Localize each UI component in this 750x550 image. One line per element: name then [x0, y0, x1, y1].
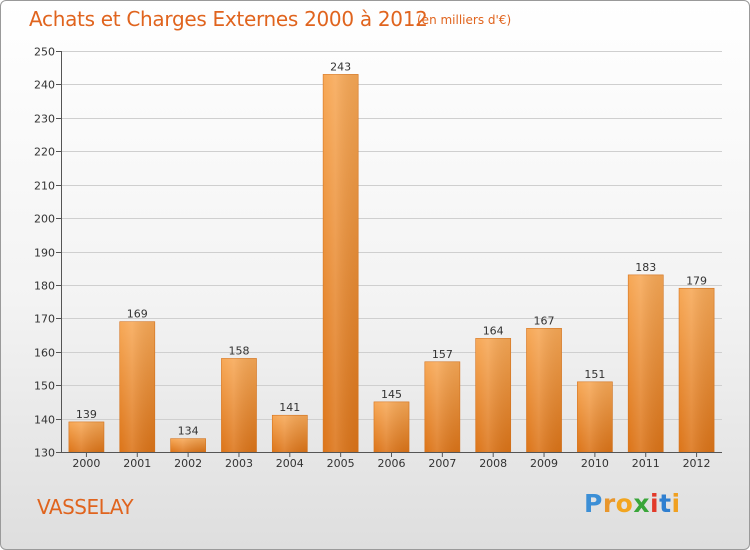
x-tick-label: 2005 [327, 457, 355, 470]
value-label-2007: 157 [432, 348, 453, 361]
y-tick-label: 150 [34, 380, 55, 393]
y-tick-label: 180 [34, 280, 55, 293]
value-labels: 139 169 134 158 141 243 145 157 164 167 151 183 179 [76, 60, 707, 437]
y-tick-label: 140 [34, 414, 55, 427]
chart-title: Achats et Charges Externes 2000 à 2012 [29, 7, 428, 31]
value-label-2005: 243 [330, 60, 351, 73]
value-label-2004: 141 [279, 401, 300, 414]
y-tick-label: 240 [34, 79, 55, 92]
axes: 130 140 150 160 170 180 190 200 210 220 230 240 250 2… [34, 46, 722, 470]
value-label-2012: 179 [686, 274, 707, 287]
y-tick-label: 220 [34, 146, 55, 159]
x-tick-label: 2001 [123, 457, 151, 470]
bar-shine [119, 321, 155, 452]
bar-shine [170, 438, 206, 452]
y-tick-label: 190 [34, 247, 55, 260]
logo-letter: t [659, 489, 672, 518]
bar-shine [475, 338, 511, 452]
x-tick-label: 2002 [174, 457, 202, 470]
value-label-2008: 164 [483, 324, 504, 337]
x-tick-label: 2004 [276, 457, 304, 470]
x-tick-label: 2011 [632, 457, 660, 470]
bar-shine [577, 381, 613, 452]
bars [68, 74, 715, 453]
x-tick-label: 2003 [225, 457, 253, 470]
y-tick-label: 230 [34, 113, 55, 126]
value-label-2009: 167 [534, 314, 555, 327]
x-tick-label: 2009 [530, 457, 558, 470]
bar-shine [272, 415, 308, 452]
bar-shine [424, 361, 460, 452]
value-label-2010: 151 [584, 368, 605, 381]
y-tick-label: 250 [34, 46, 55, 59]
logo-letter: o [615, 489, 634, 518]
value-label-2000: 139 [76, 408, 97, 421]
x-tick-label: 2000 [72, 457, 100, 470]
bar-shine [221, 358, 257, 452]
value-label-2001: 169 [127, 308, 148, 321]
y-tick-label: 200 [34, 213, 55, 226]
bar-shine [323, 74, 359, 453]
value-label-2002: 134 [178, 425, 199, 438]
value-label-2006: 145 [381, 388, 402, 401]
y-tick-label: 170 [34, 313, 55, 326]
x-tick-label: 2006 [378, 457, 406, 470]
logo-letter: x [633, 489, 650, 518]
value-label-2003: 158 [228, 344, 249, 357]
chart-unit-label: (en milliers d'€) [417, 13, 512, 27]
y-tick-label: 130 [34, 447, 55, 460]
logo-letter: r [602, 489, 616, 518]
bar-shine [679, 288, 715, 452]
logo-letter: P [584, 489, 603, 518]
proxiti-logo: Proxiti [584, 489, 681, 518]
bar-shine [526, 328, 562, 452]
logo-letter: i [671, 489, 681, 518]
x-tick-label: 2010 [581, 457, 609, 470]
x-tick-label: 2012 [683, 457, 711, 470]
x-tick-label: 2008 [479, 457, 507, 470]
x-tick-label: 2007 [428, 457, 456, 470]
commune-name: VASSELAY [37, 495, 134, 519]
y-tick-label: 160 [34, 347, 55, 360]
y-tick-label: 210 [34, 180, 55, 193]
bar-shine [628, 274, 664, 452]
value-label-2011: 183 [635, 261, 656, 274]
bar-shine [68, 421, 104, 452]
logo-letter: i [650, 489, 660, 518]
bar-shine [373, 401, 410, 452]
